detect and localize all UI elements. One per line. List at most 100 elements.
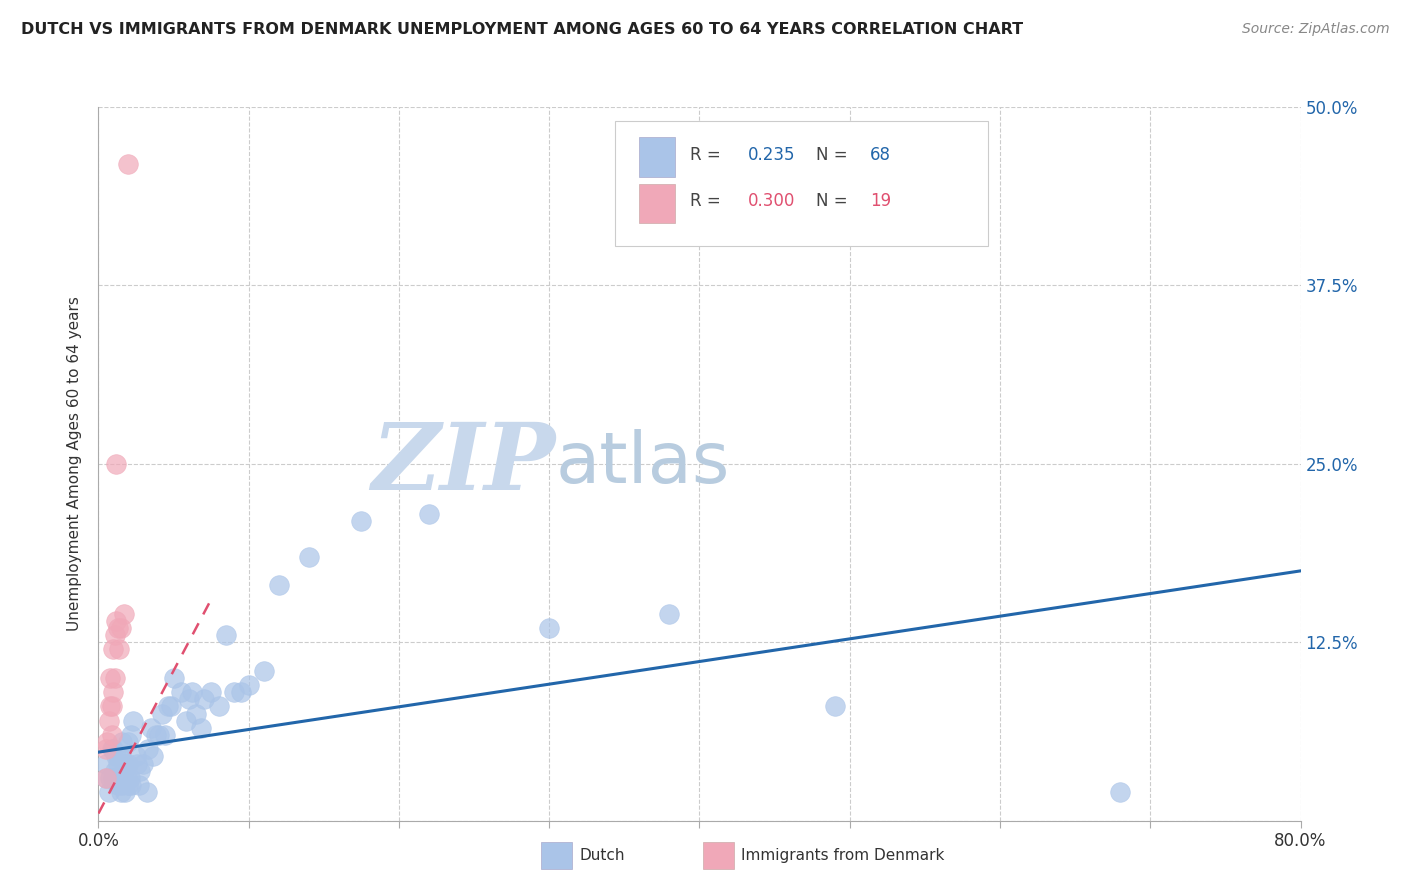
Text: DUTCH VS IMMIGRANTS FROM DENMARK UNEMPLOYMENT AMONG AGES 60 TO 64 YEARS CORRELAT: DUTCH VS IMMIGRANTS FROM DENMARK UNEMPLO… bbox=[21, 22, 1024, 37]
Point bbox=[105, 771, 128, 785]
Point bbox=[215, 628, 238, 642]
Point bbox=[107, 778, 129, 792]
Point bbox=[117, 735, 139, 749]
Point bbox=[117, 756, 139, 771]
Point bbox=[114, 756, 136, 771]
Point bbox=[117, 778, 139, 792]
Point bbox=[104, 671, 127, 685]
Point bbox=[122, 714, 145, 728]
Point bbox=[105, 614, 128, 628]
Point bbox=[97, 785, 120, 799]
Point bbox=[174, 714, 197, 728]
Point bbox=[193, 692, 215, 706]
Point bbox=[107, 756, 129, 771]
Point bbox=[824, 699, 846, 714]
Point bbox=[125, 749, 148, 764]
Point bbox=[104, 764, 127, 778]
Point bbox=[231, 685, 253, 699]
Point bbox=[105, 749, 128, 764]
Point bbox=[177, 692, 200, 706]
Point bbox=[94, 756, 117, 771]
Point bbox=[141, 749, 163, 764]
Text: R =: R = bbox=[690, 193, 725, 211]
Text: Dutch: Dutch bbox=[579, 848, 624, 863]
Point bbox=[538, 621, 561, 635]
Point bbox=[121, 728, 143, 742]
Point bbox=[100, 699, 122, 714]
Point bbox=[101, 742, 124, 756]
Point bbox=[418, 507, 440, 521]
Point bbox=[162, 671, 184, 685]
Point bbox=[180, 685, 202, 699]
Point bbox=[94, 742, 117, 756]
FancyBboxPatch shape bbox=[703, 842, 734, 869]
Point bbox=[159, 699, 181, 714]
Point bbox=[267, 578, 290, 592]
Text: Source: ZipAtlas.com: Source: ZipAtlas.com bbox=[1241, 22, 1389, 37]
Point bbox=[135, 785, 157, 799]
Text: atlas: atlas bbox=[555, 429, 730, 499]
Point bbox=[350, 514, 373, 528]
Point bbox=[104, 628, 127, 642]
Point bbox=[103, 771, 125, 785]
Point bbox=[110, 621, 132, 635]
Text: ZIP: ZIP bbox=[371, 419, 555, 508]
Point bbox=[136, 742, 159, 756]
Point bbox=[97, 714, 120, 728]
Point bbox=[132, 756, 155, 771]
Point bbox=[121, 778, 143, 792]
Point bbox=[101, 728, 124, 742]
Point bbox=[1109, 785, 1132, 799]
Text: 0.300: 0.300 bbox=[748, 193, 794, 211]
Point bbox=[200, 685, 222, 699]
Point bbox=[208, 699, 231, 714]
Point bbox=[112, 764, 135, 778]
Point bbox=[238, 678, 260, 692]
Point bbox=[108, 771, 131, 785]
Point bbox=[184, 706, 207, 721]
Point bbox=[170, 685, 193, 699]
FancyBboxPatch shape bbox=[616, 121, 988, 246]
Point bbox=[108, 642, 131, 657]
Y-axis label: Unemployment Among Ages 60 to 64 years: Unemployment Among Ages 60 to 64 years bbox=[67, 296, 83, 632]
FancyBboxPatch shape bbox=[541, 842, 572, 869]
Point bbox=[110, 749, 132, 764]
Point bbox=[129, 764, 152, 778]
Point bbox=[103, 742, 125, 756]
Point bbox=[139, 721, 162, 735]
Point bbox=[153, 728, 176, 742]
Point bbox=[156, 699, 179, 714]
Point bbox=[222, 685, 245, 699]
Point bbox=[105, 457, 128, 471]
Point bbox=[127, 756, 149, 771]
FancyBboxPatch shape bbox=[640, 184, 675, 223]
FancyBboxPatch shape bbox=[640, 137, 675, 177]
Text: N =: N = bbox=[815, 146, 853, 164]
Point bbox=[115, 771, 138, 785]
Point bbox=[253, 664, 276, 678]
Point bbox=[111, 778, 134, 792]
Text: 68: 68 bbox=[870, 146, 891, 164]
Point bbox=[108, 749, 131, 764]
Point bbox=[103, 685, 125, 699]
Text: Immigrants from Denmark: Immigrants from Denmark bbox=[741, 848, 945, 863]
Point bbox=[111, 735, 134, 749]
Point bbox=[110, 785, 132, 799]
Text: 19: 19 bbox=[870, 193, 891, 211]
Point bbox=[658, 607, 681, 621]
Point bbox=[128, 778, 150, 792]
Point bbox=[94, 771, 117, 785]
Point bbox=[190, 721, 212, 735]
Point bbox=[117, 157, 139, 171]
Point bbox=[96, 735, 118, 749]
Point bbox=[107, 621, 129, 635]
Text: N =: N = bbox=[815, 193, 853, 211]
Point bbox=[94, 771, 117, 785]
Point bbox=[114, 785, 136, 799]
Point bbox=[150, 706, 173, 721]
Point bbox=[100, 671, 122, 685]
Point bbox=[100, 771, 122, 785]
Text: 0.235: 0.235 bbox=[748, 146, 794, 164]
Point bbox=[118, 771, 141, 785]
Point bbox=[103, 642, 125, 657]
